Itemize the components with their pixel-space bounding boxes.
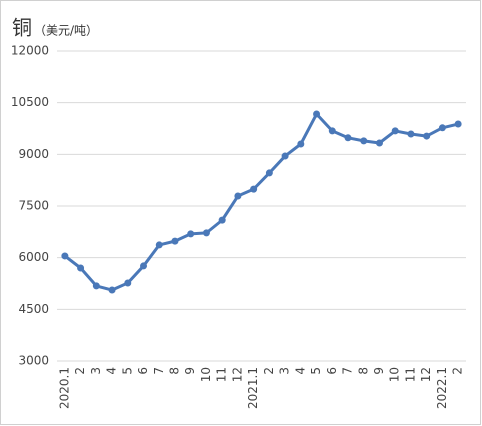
x-tick-label: 7 (152, 367, 166, 375)
point (250, 185, 258, 193)
point (218, 216, 226, 224)
x-tick-label: 10 (388, 367, 402, 382)
point (265, 169, 273, 177)
x-tick-label: 2021.1 (246, 367, 260, 409)
x-tick-label: 6 (325, 367, 339, 375)
x-tick-label: 9 (183, 367, 197, 375)
point (108, 286, 116, 294)
point (328, 127, 336, 135)
y-tick-label: 12000 (11, 44, 49, 58)
x-tick-label: 3 (89, 367, 103, 375)
x-tick-label: 2 (262, 367, 276, 375)
x-tick-label: 2 (451, 367, 465, 375)
point (344, 134, 352, 142)
point (360, 137, 368, 145)
point (234, 192, 242, 200)
x-tick-label: 8 (356, 367, 370, 375)
y-tick-label: 10500 (11, 95, 49, 109)
point (438, 124, 446, 132)
chart-subtitle: （美元/吨） (34, 24, 98, 38)
x-tick-label: 2020.1 (57, 367, 71, 409)
point (281, 152, 289, 160)
x-tick-label: 2 (73, 367, 87, 375)
x-tick-label: 4 (105, 367, 119, 375)
point (140, 262, 148, 270)
chart-title: 铜 (12, 16, 32, 40)
point (77, 264, 85, 272)
point (297, 140, 305, 148)
x-tick-label: 12 (419, 367, 433, 382)
point (124, 279, 132, 287)
point (155, 241, 163, 249)
point (423, 132, 431, 140)
point (313, 110, 321, 118)
point (454, 120, 462, 128)
x-tick-label: 6 (136, 367, 150, 375)
x-tick-label: 7 (341, 367, 355, 375)
y-tick-label: 6000 (18, 250, 49, 264)
x-tick-label: 10 (199, 367, 213, 382)
point (61, 252, 69, 260)
x-tick-label: 5 (309, 367, 323, 375)
x-tick-label: 11 (215, 367, 229, 382)
point (92, 282, 100, 290)
x-tick-label: 4 (293, 367, 307, 375)
y-tick-label: 9000 (18, 147, 49, 161)
x-tick-label: 9 (372, 367, 386, 375)
point (407, 130, 415, 138)
x-tick-label: 3 (278, 367, 292, 375)
point (375, 139, 383, 147)
y-tick-label: 4500 (18, 302, 49, 316)
point (391, 127, 399, 135)
y-tick-label: 3000 (18, 354, 49, 368)
x-tick-label: 11 (403, 367, 417, 382)
x-tick-label: 12 (230, 367, 244, 382)
point (187, 230, 195, 238)
x-tick-label: 5 (120, 367, 134, 375)
x-tick-label: 2022.1 (435, 367, 449, 409)
x-tick-label: 8 (167, 367, 181, 375)
point (171, 237, 179, 245)
point (202, 229, 210, 237)
y-tick-label: 7500 (18, 199, 49, 213)
